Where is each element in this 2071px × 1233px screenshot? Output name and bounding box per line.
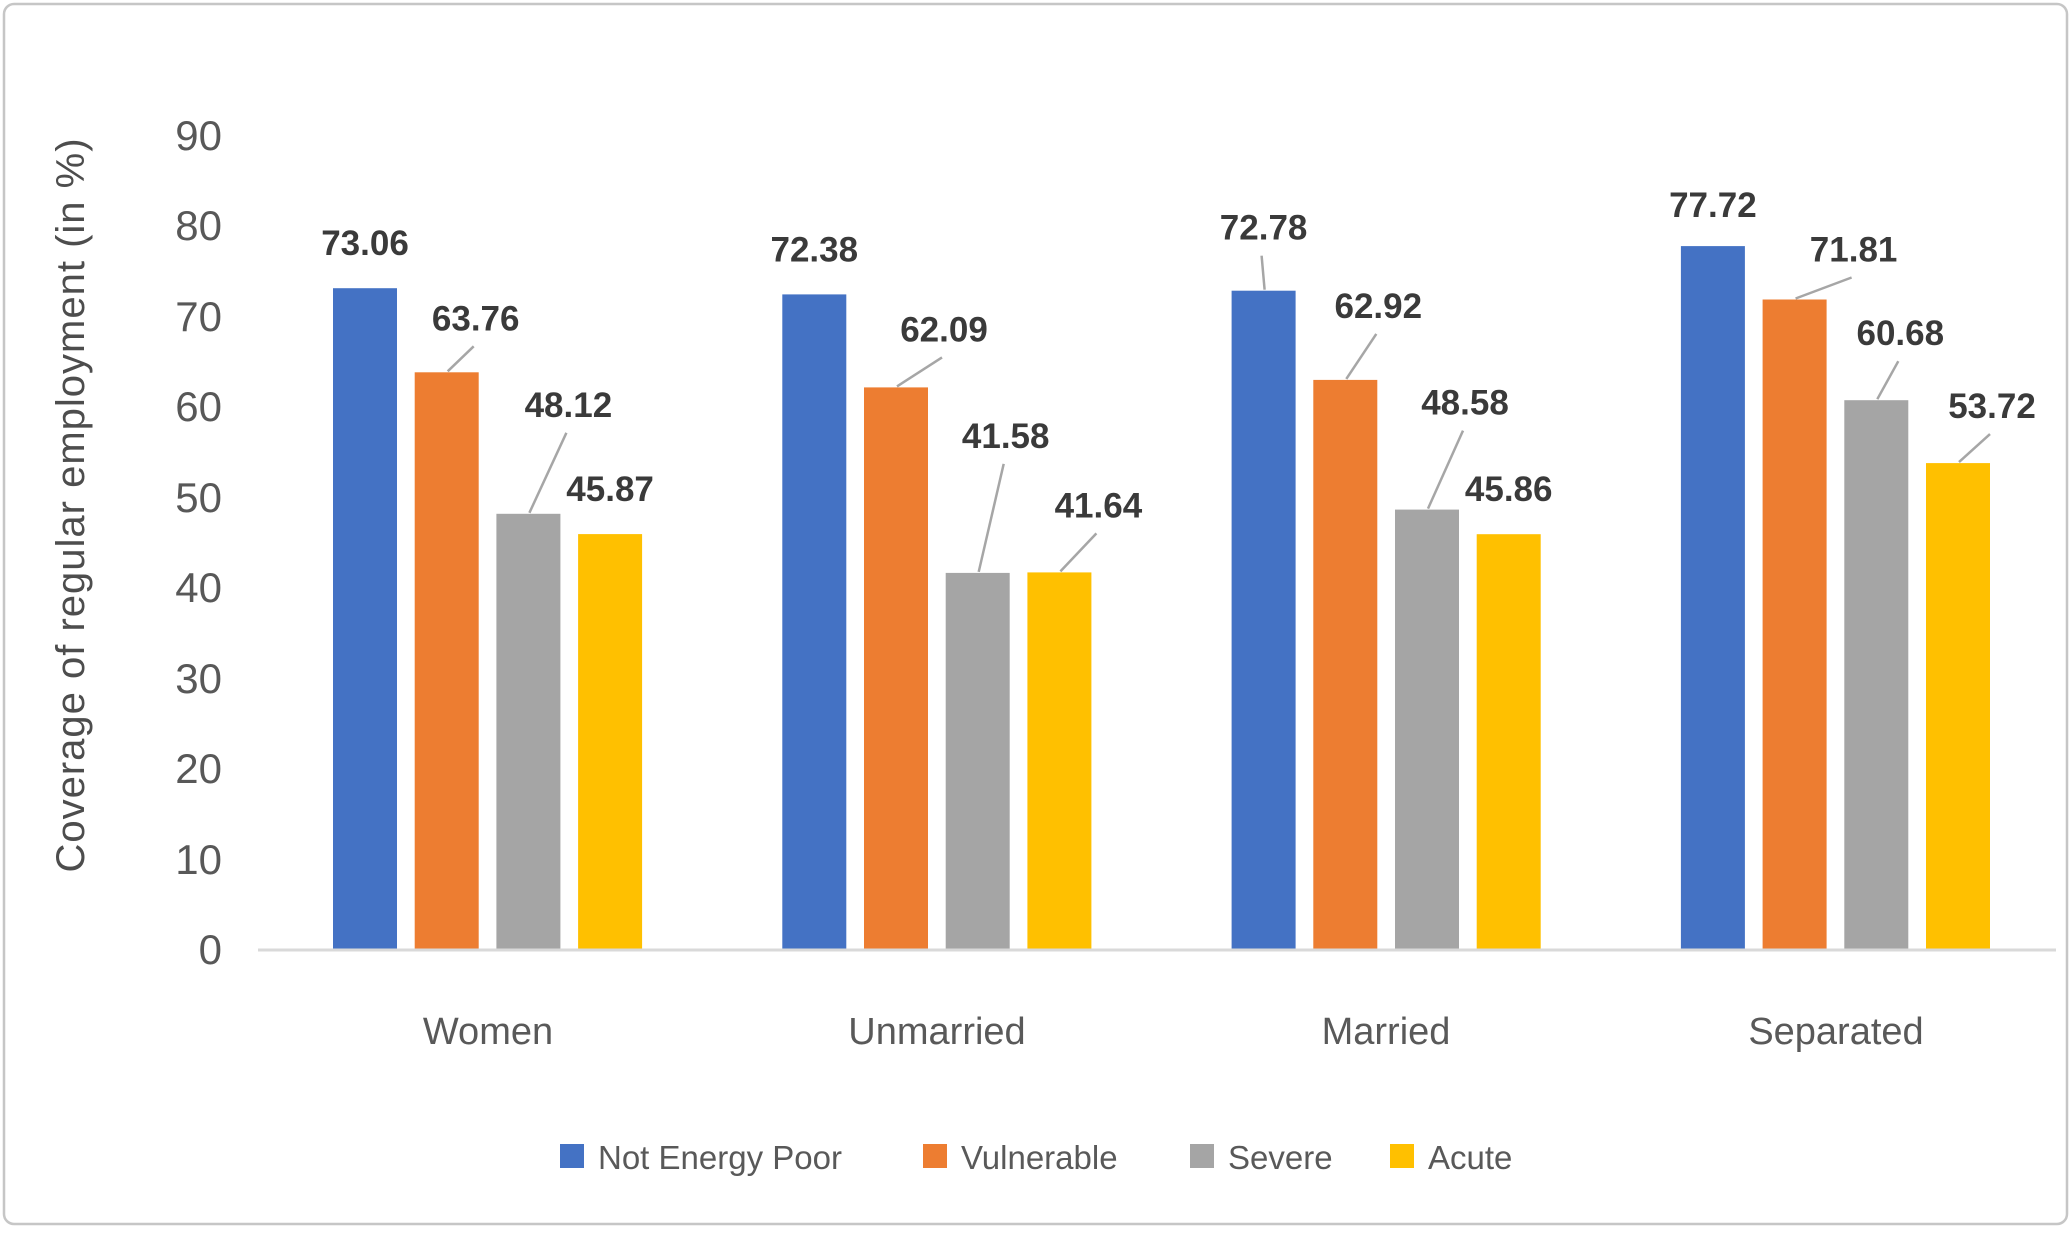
value-label-women-vulnerable: 63.76 <box>432 299 520 338</box>
bar-married-acute <box>1476 534 1541 951</box>
bars-layer <box>333 246 1990 952</box>
category-label-women: Women <box>423 1011 553 1053</box>
value-label-women-not-energy-poor: 73.06 <box>321 224 409 263</box>
legend-swatch-not-energy-poor <box>560 1144 584 1168</box>
value-label-married-acute: 45.86 <box>1465 470 1553 509</box>
y-axis-title: Coverage of regular employment (in %) <box>49 137 93 872</box>
bar-married-severe <box>1395 509 1459 951</box>
legend-swatch-severe <box>1190 1144 1214 1168</box>
value-label-unmarried-vulnerable: 62.09 <box>900 310 988 349</box>
bar-women-not-energy-poor <box>333 288 397 951</box>
category-label-separated: Separated <box>1748 1011 1923 1053</box>
leader-line-separated-vulnerable <box>1795 276 1853 300</box>
leader-line-married-vulnerable <box>1345 333 1378 380</box>
y-tick-90: 90 <box>175 112 222 159</box>
y-tick-50: 50 <box>175 474 222 521</box>
bar-separated-acute <box>1926 463 1990 951</box>
legend-swatch-acute <box>1390 1144 1414 1168</box>
y-tick-30: 30 <box>175 655 222 702</box>
bar-unmarried-vulnerable <box>864 387 928 951</box>
y-tick-80: 80 <box>175 202 222 249</box>
category-label-unmarried: Unmarried <box>848 1011 1025 1053</box>
value-labels-layer: 73.06 72.38 72.78 77.72 63.76 62.09 62.92 71.81… <box>321 186 2036 525</box>
value-label-separated-severe: 60.68 <box>1857 314 1945 353</box>
leader-lines-layer <box>446 255 1991 573</box>
value-label-separated-vulnerable: 71.81 <box>1810 231 1898 270</box>
leader-line-unmarried-severe <box>977 463 1005 573</box>
bar-married-not-energy-poor <box>1231 290 1296 951</box>
value-label-unmarried-not-energy-poor: 72.38 <box>771 230 859 269</box>
value-label-unmarried-severe: 41.58 <box>962 417 1050 456</box>
value-label-women-severe: 48.12 <box>525 386 613 425</box>
leader-line-separated-acute <box>1958 433 1991 464</box>
y-tick-60: 60 <box>175 383 222 430</box>
bar-unmarried-acute <box>1027 572 1092 951</box>
y-tick-20: 20 <box>175 745 222 792</box>
bar-women-acute <box>578 534 643 951</box>
leader-line-women-severe <box>528 432 568 514</box>
legend: Not Energy Poor Vulnerable Severe Acute <box>560 1139 1512 1176</box>
legend-label-vulnerable: Vulnerable <box>961 1139 1118 1176</box>
legend-label-acute: Acute <box>1428 1139 1512 1176</box>
value-label-married-severe: 48.58 <box>1421 384 1509 423</box>
bar-separated-vulnerable <box>1762 299 1827 951</box>
leader-line-married-not-energy-poor <box>1260 255 1266 290</box>
value-label-women-acute: 45.87 <box>566 470 654 509</box>
legend-swatch-vulnerable <box>923 1144 947 1168</box>
y-tick-0: 0 <box>199 926 222 973</box>
bar-women-severe <box>496 513 561 951</box>
value-label-separated-acute: 53.72 <box>1948 387 2036 426</box>
y-tick-70: 70 <box>175 293 222 340</box>
leader-line-married-severe <box>1426 430 1465 510</box>
legend-label-severe: Severe <box>1228 1139 1333 1176</box>
y-tick-10: 10 <box>175 836 222 883</box>
value-label-unmarried-acute: 41.64 <box>1055 486 1143 525</box>
bar-women-vulnerable <box>414 372 479 951</box>
bar-separated-severe <box>1844 400 1909 951</box>
bar-unmarried-severe <box>945 572 1010 951</box>
bar-unmarried-not-energy-poor <box>782 294 847 951</box>
y-tick-40: 40 <box>175 564 222 611</box>
leader-line-unmarried-vulnerable <box>896 356 943 388</box>
bar-married-vulnerable <box>1313 379 1378 951</box>
value-label-separated-not-energy-poor: 77.72 <box>1669 186 1757 225</box>
leader-line-separated-severe <box>1876 360 1900 400</box>
category-labels: Women Unmarried Married Separated <box>423 1011 1924 1053</box>
value-label-married-not-energy-poor: 72.78 <box>1220 209 1308 248</box>
category-label-married: Married <box>1322 1011 1451 1053</box>
leader-line-unmarried-acute <box>1059 532 1098 573</box>
value-label-married-vulnerable: 62.92 <box>1335 287 1423 326</box>
bar-separated-not-energy-poor <box>1680 246 1745 952</box>
leader-line-women-vulnerable <box>446 345 475 373</box>
legend-label-not-energy-poor: Not Energy Poor <box>598 1139 842 1176</box>
y-axis-tick-labels: 0 10 20 30 40 50 60 70 80 90 <box>175 112 222 973</box>
